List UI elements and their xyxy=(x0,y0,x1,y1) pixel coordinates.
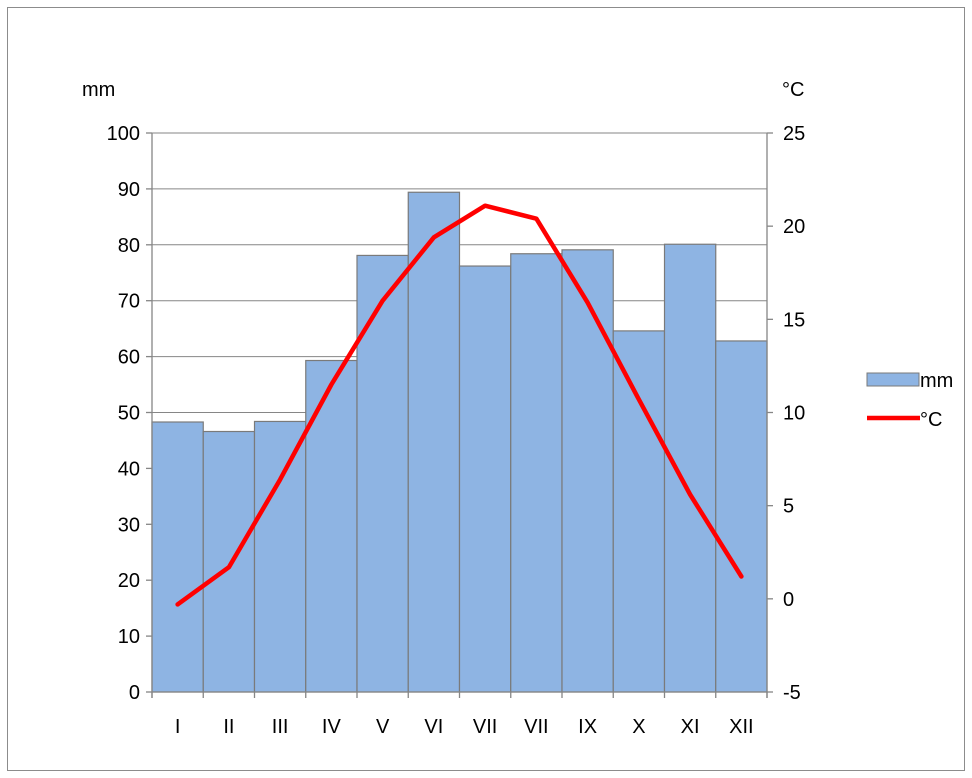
bar-series xyxy=(151,191,768,693)
x-tick-label: X xyxy=(632,716,645,738)
y-tick-label: 30 xyxy=(118,514,140,536)
temperature-line xyxy=(175,203,744,607)
y2-tick-label: 25 xyxy=(783,123,805,145)
x-tick-label: XI xyxy=(681,716,700,738)
y-tick-label: 50 xyxy=(118,403,140,425)
bar xyxy=(202,430,256,693)
y2-tick-label: 5 xyxy=(783,496,794,518)
bar xyxy=(510,253,563,693)
x-tick-label: V xyxy=(376,716,390,738)
bar xyxy=(305,359,358,693)
y-tick-label: 100 xyxy=(107,123,140,145)
y-tick-label: 90 xyxy=(118,179,140,201)
x-tick-label: III xyxy=(272,716,289,738)
axes xyxy=(146,132,773,698)
y2-tick-label: 15 xyxy=(783,309,805,331)
legend: mm °C xyxy=(866,370,953,431)
x-tick-label: I xyxy=(175,716,181,738)
x-tick-label: VII xyxy=(473,716,497,738)
bar xyxy=(715,340,768,693)
y2-tick-label: 20 xyxy=(783,216,805,238)
y-tick-label: 60 xyxy=(118,347,140,369)
bar xyxy=(407,191,461,693)
x-tick-label: VI xyxy=(424,716,443,738)
y-tick-label: 80 xyxy=(118,235,140,257)
y2-tick-label: -5 xyxy=(783,682,801,704)
x-tick-label: IV xyxy=(322,716,342,738)
y2-tick-label: 0 xyxy=(783,589,794,611)
bar xyxy=(356,254,409,693)
y-tick-label: 20 xyxy=(118,570,140,592)
bar xyxy=(458,265,512,693)
y-tick-label: 10 xyxy=(118,626,140,648)
y-tick-label: 40 xyxy=(118,458,140,480)
bar xyxy=(151,421,204,693)
bar xyxy=(663,243,717,693)
y-axis-label: mm xyxy=(82,79,115,101)
x-tick-label: VII xyxy=(524,716,548,738)
bar xyxy=(612,330,666,693)
y-tick-label: 0 xyxy=(129,682,140,704)
legend-label-temp: °C xyxy=(920,409,942,431)
x-tick-label: IX xyxy=(578,716,597,738)
y2-axis-label: °C xyxy=(782,79,804,101)
y2-tick-label: 10 xyxy=(783,403,805,425)
x-tick-label: XII xyxy=(729,716,753,738)
bar xyxy=(561,249,614,693)
chart-frame: 0 10 20 30 40 50 60 70 80 90 100 -5 0 5 10 15 20 25 I II III… xyxy=(7,7,965,771)
legend-label-mm: mm xyxy=(920,370,953,392)
x-tick-label: II xyxy=(223,716,234,738)
y-tick-label: 70 xyxy=(118,291,140,313)
line-series xyxy=(175,203,744,607)
bar xyxy=(253,420,307,693)
legend-swatch-bar xyxy=(866,372,920,387)
